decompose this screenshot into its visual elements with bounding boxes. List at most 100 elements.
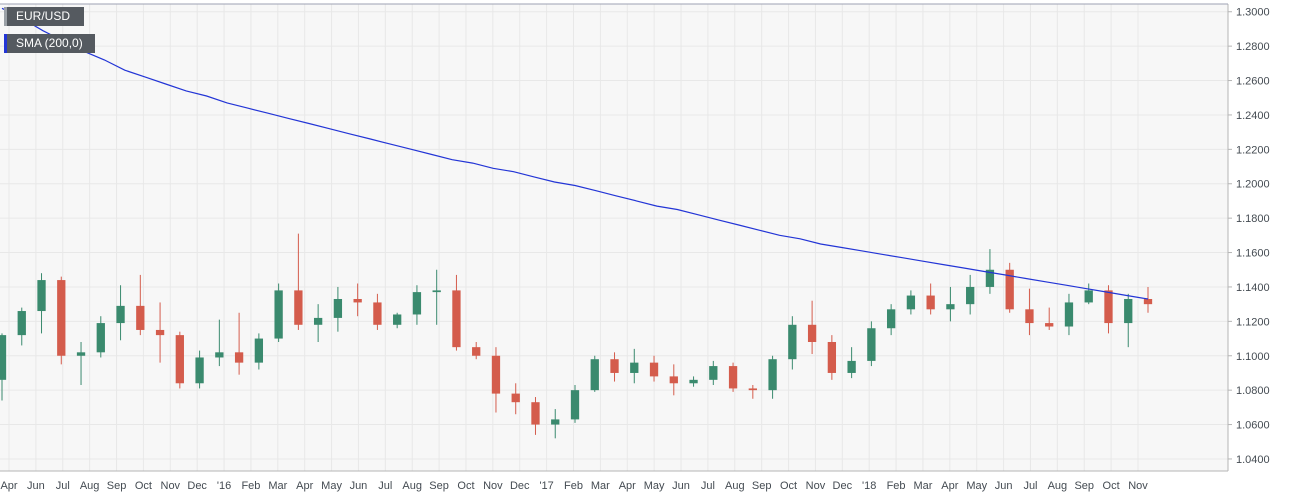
candle-body	[274, 290, 283, 339]
x-tick-label: '17	[539, 480, 553, 492]
candle[interactable]	[807, 300, 817, 355]
x-tick-label: Jul	[378, 480, 392, 492]
candle[interactable]	[412, 285, 422, 325]
candle[interactable]	[175, 331, 184, 389]
candle-body	[294, 290, 303, 325]
candle-body	[234, 352, 244, 363]
x-tick-label: Oct	[780, 480, 797, 492]
y-tick-label: 1.1800	[1236, 213, 1270, 225]
candle[interactable]	[1104, 285, 1113, 334]
candles	[0, 233, 1153, 439]
candle-body	[886, 309, 896, 329]
candle[interactable]	[906, 290, 916, 315]
axes	[0, 3, 1232, 472]
candle[interactable]	[886, 304, 896, 336]
candle[interactable]	[1025, 288, 1034, 336]
candle[interactable]	[689, 376, 698, 387]
candle[interactable]	[491, 347, 501, 413]
candle[interactable]	[728, 362, 738, 392]
candle-body	[531, 402, 540, 425]
candle[interactable]	[1084, 283, 1093, 305]
candle[interactable]	[1005, 262, 1014, 313]
candle[interactable]	[234, 312, 244, 375]
candle[interactable]	[768, 355, 777, 399]
candle[interactable]	[1124, 293, 1133, 348]
candle[interactable]	[946, 286, 955, 322]
candle[interactable]	[966, 274, 975, 315]
candle[interactable]	[985, 249, 995, 294]
legend-sma[interactable]: SMA (200,0)	[4, 34, 95, 53]
candle[interactable]	[610, 352, 619, 382]
candle[interactable]	[57, 276, 66, 365]
candle[interactable]	[294, 233, 303, 330]
x-tick-label: Oct	[1103, 480, 1120, 492]
candle[interactable]	[76, 341, 86, 385]
candle[interactable]	[1064, 293, 1074, 336]
candle-body	[432, 290, 441, 293]
candle[interactable]	[669, 364, 678, 396]
y-tick-label: 1.1600	[1236, 248, 1270, 260]
candle[interactable]	[96, 316, 105, 358]
candle[interactable]	[472, 341, 481, 360]
x-tick-label: May	[966, 480, 987, 492]
candle[interactable]	[867, 321, 876, 367]
candle[interactable]	[373, 293, 382, 330]
y-tick-label: 1.2200	[1236, 144, 1270, 156]
candle[interactable]	[748, 384, 757, 399]
candle[interactable]	[511, 383, 520, 415]
candle[interactable]	[254, 333, 264, 370]
candle-body	[1025, 309, 1034, 324]
legend-swatch-eurusd	[4, 7, 7, 26]
candle[interactable]	[432, 269, 441, 325]
x-tick-label: Aug	[402, 480, 422, 492]
candle-body	[136, 305, 145, 330]
candle[interactable]	[570, 384, 580, 423]
candle[interactable]	[353, 283, 362, 317]
candle-body	[630, 362, 639, 373]
x-tick-label: Dec	[833, 480, 853, 492]
candle-body	[669, 376, 678, 384]
candle[interactable]	[37, 273, 46, 334]
candle-body	[215, 352, 224, 358]
candle[interactable]	[847, 347, 856, 379]
candle[interactable]	[17, 307, 26, 346]
y-tick-label: 1.3000	[1236, 7, 1270, 19]
y-tick-labels: 1.3000 1.2800 1.2600 1.2400 1.2200 1.2000 1.18…	[1236, 7, 1270, 466]
candle[interactable]	[0, 333, 7, 401]
candle-body	[17, 311, 26, 336]
candle[interactable]	[590, 355, 599, 392]
candle-body	[689, 379, 698, 384]
candle[interactable]	[195, 350, 204, 389]
candle[interactable]	[1143, 286, 1153, 313]
candle[interactable]	[393, 312, 402, 329]
candle[interactable]	[274, 283, 283, 342]
x-tick-label: Jun	[350, 480, 368, 492]
candle[interactable]	[531, 397, 540, 435]
candle-body	[116, 305, 125, 324]
x-tick-label: Aug	[725, 480, 745, 492]
candle[interactable]	[1045, 307, 1054, 330]
y-tick-label: 1.2800	[1236, 41, 1270, 53]
x-tick-label: Dec	[187, 480, 207, 492]
candle[interactable]	[452, 274, 461, 351]
candle[interactable]	[630, 348, 639, 384]
candle[interactable]	[709, 360, 718, 385]
candle[interactable]	[649, 355, 659, 382]
candle[interactable]	[136, 274, 145, 336]
candle[interactable]	[926, 283, 935, 315]
legend-sma-label: SMA (200,0)	[16, 36, 83, 50]
candle[interactable]	[155, 302, 165, 363]
legend-eurusd[interactable]: EUR/USD	[4, 7, 84, 26]
x-tick-label: Aug	[80, 480, 100, 492]
candle[interactable]	[313, 304, 323, 342]
candle[interactable]	[827, 335, 837, 380]
candle[interactable]	[215, 319, 224, 367]
candle-body	[393, 314, 402, 325]
candle[interactable]	[551, 409, 560, 439]
x-tick-label: Mar	[268, 480, 287, 492]
candle[interactable]	[116, 285, 125, 341]
candle[interactable]	[788, 316, 797, 370]
candle[interactable]	[333, 286, 343, 332]
